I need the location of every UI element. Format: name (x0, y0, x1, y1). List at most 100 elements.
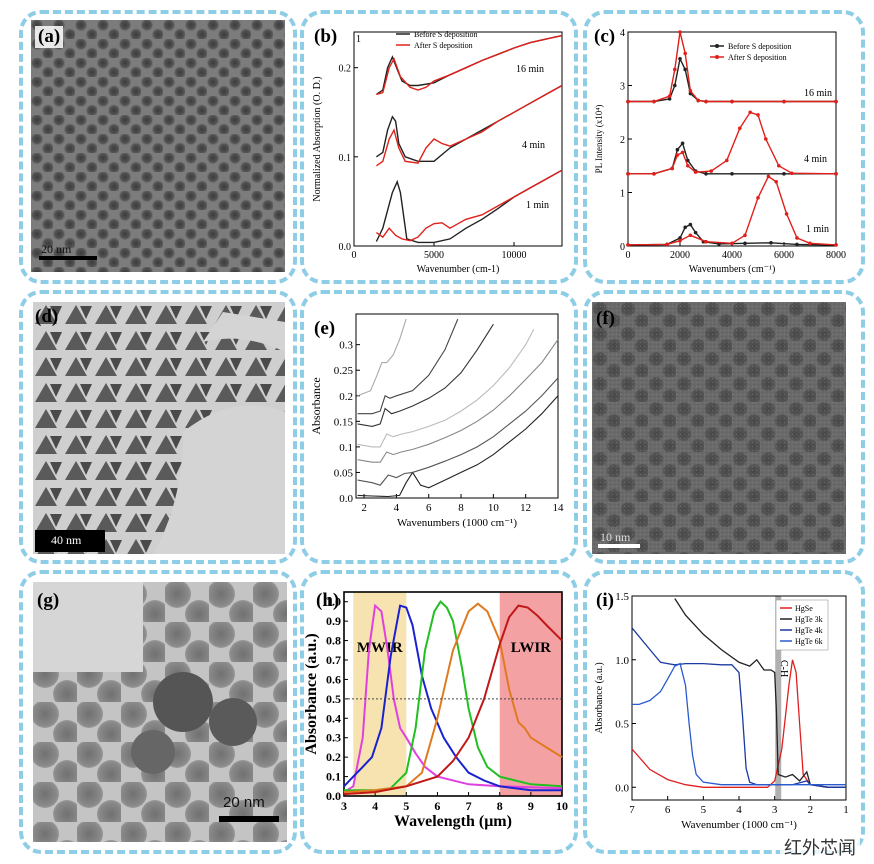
legend-label: HgTe 6k (795, 637, 823, 646)
panel-b-frame (300, 10, 578, 284)
data-point (834, 171, 838, 176)
legend-label: HgTe 3k (795, 615, 823, 624)
annotation: 1 min (526, 200, 549, 211)
series-trace-3 (357, 339, 559, 463)
panel-e-frame (300, 290, 578, 564)
y-tick-label: 0.6 (326, 672, 341, 686)
x-tick-label: 6000 (774, 250, 794, 261)
y-tick-label: 0 (620, 242, 625, 253)
data-point (673, 67, 677, 72)
x-tick-label: 5000 (424, 250, 444, 261)
data-point (652, 99, 656, 104)
tem-image-a: (a) 20 nm (31, 20, 285, 272)
data-point (704, 99, 708, 104)
chart-h: MWIR LWIR 3 4 5 6 7 8 9 10 0.0 0.1 0.2 0.3 0.4 0.5 0.6 0.… (304, 591, 568, 830)
y-tick-label: 0.5 (326, 692, 341, 706)
panel-label-c: (c) (594, 26, 616, 47)
x-tick-label: 0 (352, 250, 357, 261)
series-hgte-4k (631, 627, 846, 788)
y-tick-label: 0.3 (339, 340, 353, 352)
y-axis-label: Absorbance (a.u.) (594, 662, 605, 733)
series-trace-4 (357, 329, 535, 448)
data-point (704, 171, 708, 176)
scale-label-f: 10 nm (600, 530, 631, 544)
series-after-s-deposition (376, 34, 563, 96)
x-tick-label: 2 (808, 804, 814, 816)
region-mwir (353, 592, 407, 796)
series-after-s-deposition (628, 111, 837, 175)
legend-label: HgTe 4k (795, 626, 823, 635)
data-point (686, 158, 690, 163)
data-point (693, 170, 698, 174)
legend-label: Before S deposition (414, 30, 478, 39)
data-point (704, 239, 708, 244)
y-tick-label: 1.0 (326, 595, 341, 609)
x-axis-label: Wavenumber (cm-1) (417, 264, 500, 275)
y-tick-label: 0.7 (326, 653, 341, 667)
y-tick-label: 0.25 (334, 365, 354, 377)
data-point (693, 230, 698, 235)
x-axis-label: Wavenumber (1000 cm⁻¹) (681, 819, 797, 831)
x-tick-label: 5 (701, 804, 707, 816)
series-hgte-3k (674, 598, 846, 788)
series-hgte-6k (632, 662, 846, 786)
x-tick-label: 7 (629, 804, 635, 816)
data-point (834, 99, 838, 104)
y-axis-label: Normalized Absorption (O. D.) (312, 76, 323, 201)
series-dark-red (343, 604, 563, 796)
data-point (673, 83, 677, 88)
panel-label-f: (f) (596, 308, 615, 329)
data-point (769, 240, 773, 245)
tem-image-g: (g) 20 nm (33, 582, 287, 842)
y-tick-label: 1.5 (615, 591, 629, 603)
y-tick-label: 0.1 (339, 442, 353, 454)
ch-band-label: C-H (778, 660, 789, 677)
legend-label: After S deposition (728, 53, 787, 62)
scale-bar-f (598, 544, 640, 548)
y-tick-label: 0.05 (334, 467, 354, 479)
panel-h-frame (300, 570, 578, 854)
series-trace-5 (357, 323, 494, 427)
x-tick-label: 8 (458, 502, 464, 514)
y-tick-label: 2 (620, 135, 625, 146)
annotation: 16 min (516, 64, 544, 75)
data-point (678, 238, 682, 243)
x-tick-label: 4 (736, 804, 742, 816)
data-point (756, 113, 760, 117)
x-tick-label: 4 (372, 799, 378, 813)
panel-d-frame (19, 290, 297, 564)
scale-bar-g (219, 816, 279, 822)
data-point (777, 163, 781, 168)
data-point (688, 89, 693, 93)
y-tick-label: 0.1 (326, 770, 341, 784)
y-tick-label: 0.0 (615, 782, 629, 794)
region-lwir (499, 592, 562, 796)
series-orange (343, 602, 563, 794)
data-point (738, 126, 742, 131)
y-tick-label: 0.2 (326, 750, 341, 764)
data-point (730, 171, 734, 176)
data-point (743, 241, 747, 246)
panel-label-b: (b) (314, 26, 338, 47)
data-point (683, 225, 687, 230)
data-point (680, 141, 685, 146)
y-axis-label: Absorbance (a.u.) (304, 633, 320, 754)
data-point (670, 166, 674, 171)
data-point (834, 243, 838, 247)
data-point (675, 147, 680, 152)
data-point (652, 171, 656, 176)
annotation: 1 (356, 34, 361, 45)
y-tick-label: 1.0 (615, 655, 629, 667)
data-point (683, 67, 687, 72)
data-point (686, 163, 690, 168)
panel-g-frame (19, 570, 297, 854)
series-trace-7 (357, 318, 407, 397)
x-tick-label: 4 (394, 502, 400, 514)
x-tick-label: 10 (556, 799, 568, 813)
x-axis-label: Wavenumbers (cm⁻¹) (689, 264, 776, 275)
panel-f-frame (583, 290, 865, 564)
x-tick-label: 6 (426, 502, 432, 514)
x-tick-label: 2000 (670, 250, 690, 261)
data-point (696, 98, 700, 103)
series-before-s-deposition (627, 223, 837, 246)
